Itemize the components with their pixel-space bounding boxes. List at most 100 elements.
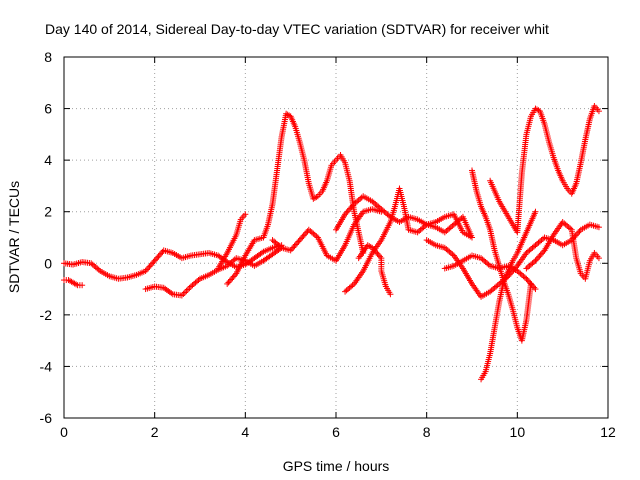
data-point bbox=[299, 234, 306, 241]
data-point bbox=[224, 280, 231, 287]
series-sat-11 bbox=[441, 252, 539, 293]
data-point bbox=[154, 254, 161, 261]
data-point bbox=[226, 277, 233, 284]
data-point bbox=[377, 253, 384, 260]
data-point bbox=[184, 286, 191, 293]
y-tick-label: -2 bbox=[40, 307, 53, 323]
data-point bbox=[595, 108, 602, 115]
data-point bbox=[296, 237, 303, 244]
data-point bbox=[155, 253, 162, 260]
x-tick-label: 4 bbox=[241, 424, 249, 440]
data-point bbox=[347, 205, 354, 212]
data-point bbox=[180, 291, 187, 298]
data-point bbox=[156, 251, 163, 258]
data-point bbox=[294, 240, 301, 247]
data-point bbox=[228, 276, 235, 283]
data-point bbox=[295, 238, 302, 245]
data-point bbox=[527, 280, 534, 287]
data-point bbox=[344, 208, 351, 215]
data-point bbox=[373, 249, 380, 256]
data-point bbox=[151, 257, 158, 264]
data-point bbox=[345, 206, 352, 213]
data-point bbox=[538, 250, 545, 257]
x-tick-label: 0 bbox=[60, 424, 68, 440]
series-sat-8 bbox=[333, 193, 475, 241]
data-point bbox=[147, 262, 154, 269]
data-point bbox=[533, 256, 540, 263]
data-point bbox=[535, 254, 542, 261]
data-point bbox=[469, 234, 475, 241]
data-point bbox=[290, 244, 297, 251]
y-tick-label: 0 bbox=[44, 255, 52, 271]
data-point bbox=[287, 247, 294, 254]
x-tick-label: 2 bbox=[151, 424, 159, 440]
data-point bbox=[536, 253, 543, 260]
data-point bbox=[181, 289, 188, 296]
data-point bbox=[537, 251, 544, 258]
x-tick-label: 12 bbox=[600, 424, 616, 440]
series-sat-3 bbox=[142, 244, 285, 299]
data-point bbox=[230, 273, 237, 280]
data-point bbox=[387, 291, 394, 298]
data-point bbox=[576, 228, 583, 235]
data-point bbox=[143, 266, 150, 273]
data-point bbox=[229, 275, 236, 282]
data-point bbox=[343, 209, 350, 216]
data-point bbox=[540, 248, 547, 255]
data-point bbox=[369, 244, 376, 251]
data-point bbox=[342, 211, 349, 218]
data-point bbox=[595, 255, 602, 262]
data-point bbox=[595, 224, 602, 231]
data-point bbox=[349, 202, 356, 209]
series-sat-12 bbox=[469, 167, 534, 344]
data-point bbox=[225, 279, 232, 286]
series-sat-15 bbox=[523, 219, 602, 282]
data-point bbox=[528, 281, 535, 288]
data-point bbox=[158, 250, 165, 257]
y-axis-label: SDTVAR / TECUs bbox=[6, 181, 22, 293]
data-point bbox=[301, 231, 308, 238]
axis-ticks: 0 2 4 6 8 10 12 -6 -4 -2 0 2 4 6 8 bbox=[40, 49, 616, 440]
data-point bbox=[532, 208, 539, 215]
data-point bbox=[288, 245, 295, 252]
series-sat-6 bbox=[269, 206, 385, 264]
data-point bbox=[183, 288, 190, 295]
series-sat-13 bbox=[478, 208, 539, 383]
data-point bbox=[348, 203, 355, 210]
data-point bbox=[374, 250, 381, 257]
series-sat-9 bbox=[355, 242, 394, 298]
y-tick-label: 2 bbox=[44, 204, 52, 220]
series-sat-14 bbox=[487, 102, 602, 236]
data-point bbox=[298, 235, 305, 242]
data-point bbox=[186, 284, 193, 291]
data-point bbox=[375, 252, 382, 259]
series-sat-4 bbox=[215, 211, 249, 272]
data-point bbox=[303, 229, 310, 236]
data-point bbox=[370, 246, 377, 253]
y-tick-label: -6 bbox=[40, 410, 53, 426]
data-point bbox=[149, 260, 156, 267]
data-point bbox=[242, 211, 249, 218]
y-tick-label: 8 bbox=[44, 49, 52, 65]
data-point bbox=[524, 277, 531, 284]
data-point bbox=[145, 265, 152, 272]
chart-title: Day 140 of 2014, Sidereal Day-to-day VTE… bbox=[45, 21, 549, 37]
x-tick-label: 8 bbox=[423, 424, 431, 440]
series-sat-2 bbox=[61, 277, 86, 289]
data-point bbox=[152, 256, 159, 263]
x-tick-label: 6 bbox=[332, 424, 340, 440]
y-tick-label: -4 bbox=[40, 358, 53, 374]
data-point bbox=[291, 242, 298, 249]
data-point bbox=[532, 286, 539, 293]
y-tick-label: 4 bbox=[44, 152, 52, 168]
data-point bbox=[371, 247, 378, 254]
data-point bbox=[79, 282, 86, 289]
x-tick-label: 10 bbox=[510, 424, 526, 440]
data-point bbox=[142, 268, 149, 275]
data-point bbox=[146, 263, 153, 270]
y-tick-label: 6 bbox=[44, 101, 52, 117]
data-point bbox=[532, 257, 539, 264]
data-points bbox=[61, 102, 602, 383]
data-point bbox=[150, 259, 157, 266]
